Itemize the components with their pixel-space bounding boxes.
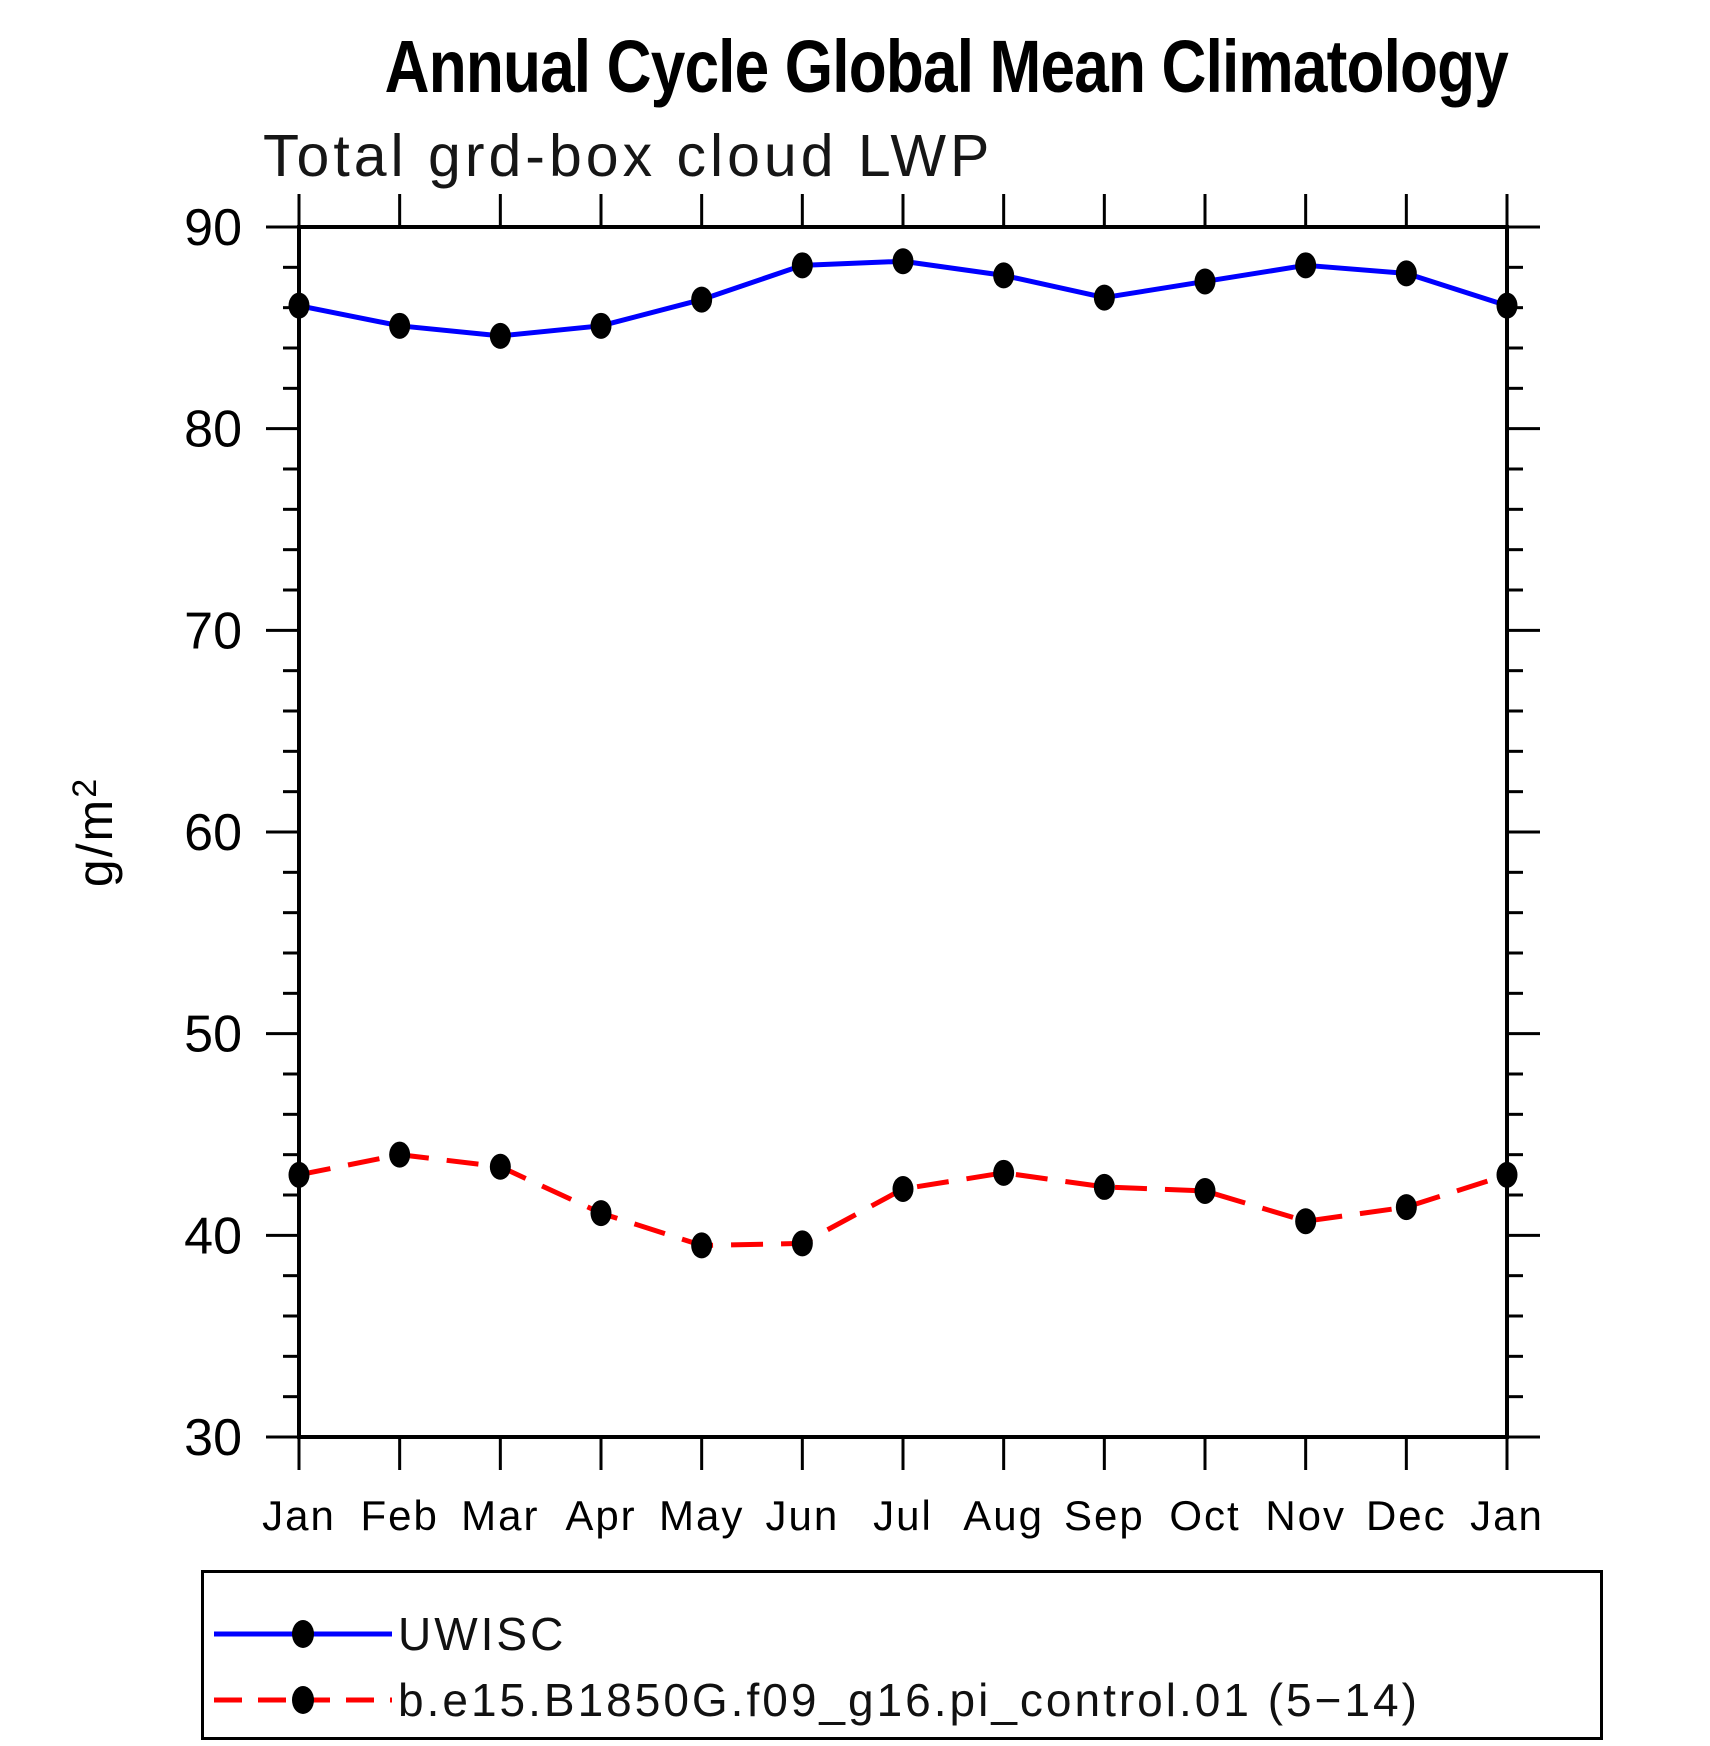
y-axis-label: g/m2 — [66, 777, 123, 887]
y-tick-label: 50 — [184, 1006, 242, 1064]
data-point — [1395, 260, 1417, 287]
legend-label-uwisc: UWISC — [398, 1608, 567, 1660]
data-point — [1093, 1173, 1115, 1200]
legend-marker-dot — [292, 1620, 314, 1648]
data-point — [892, 1175, 914, 1202]
data-point — [1496, 1161, 1518, 1188]
data-point — [691, 286, 713, 313]
chart-subtitle: Total grd-box cloud LWP — [263, 123, 994, 189]
data-point — [489, 322, 511, 349]
y-tick-label: 30 — [184, 1409, 242, 1467]
data-point — [791, 252, 813, 279]
x-tick-label: Feb — [360, 1492, 438, 1539]
legend-item-uwisc: UWISC — [211, 1607, 566, 1661]
x-tick-label: Jan — [1470, 1492, 1544, 1539]
data-point — [1496, 292, 1518, 319]
x-tick-label: Sep — [1064, 1492, 1145, 1539]
x-tick-label: May — [659, 1492, 744, 1539]
data-point — [993, 262, 1015, 289]
chart-title: Annual Cycle Global Mean Climatology — [384, 25, 1509, 108]
y-tick-label: 40 — [184, 1207, 242, 1265]
data-point — [1295, 1208, 1317, 1235]
data-point — [288, 292, 310, 319]
data-point — [590, 312, 612, 339]
data-point — [791, 1230, 813, 1257]
data-point — [389, 1141, 411, 1168]
x-tick-label: Nov — [1265, 1492, 1346, 1539]
data-point — [389, 312, 411, 339]
y-tick-label: 60 — [184, 804, 242, 862]
data-point — [1194, 1177, 1216, 1204]
legend: UWISC b.e15.B1850G.f09_g16.pi_control.01… — [201, 1570, 1603, 1740]
plot-frame — [297, 225, 1509, 1439]
data-point — [1093, 284, 1115, 311]
data-point — [288, 1161, 310, 1188]
y-tick-label: 70 — [184, 602, 242, 660]
data-point — [1395, 1194, 1417, 1221]
x-tick-label: Dec — [1366, 1492, 1447, 1539]
data-point — [892, 248, 914, 275]
y-tick-label: 90 — [184, 199, 242, 257]
legend-marker-dot — [292, 1686, 314, 1714]
legend-sample-solid-line — [214, 1620, 392, 1648]
x-tick-label: Apr — [565, 1492, 636, 1539]
legend-item-model: b.e15.B1850G.f09_g16.pi_control.01 (5−14… — [211, 1673, 1420, 1727]
data-point — [1295, 252, 1317, 279]
x-tick-label: Oct — [1169, 1492, 1240, 1539]
x-tick-label: Jan — [262, 1492, 336, 1539]
x-tick-label: Aug — [963, 1492, 1044, 1539]
x-tick-label: Mar — [461, 1492, 539, 1539]
y-tick-label: 80 — [184, 401, 242, 459]
data-point — [489, 1153, 511, 1180]
legend-label-model: b.e15.B1850G.f09_g16.pi_control.01 (5−14… — [398, 1674, 1420, 1726]
x-tick-label: Jul — [873, 1492, 933, 1539]
data-point — [691, 1232, 713, 1259]
legend-sample-dashed-line — [214, 1686, 392, 1714]
data-point — [993, 1159, 1015, 1186]
data-point — [1194, 268, 1216, 295]
x-tick-label: Jun — [765, 1492, 839, 1539]
data-point — [590, 1200, 612, 1227]
